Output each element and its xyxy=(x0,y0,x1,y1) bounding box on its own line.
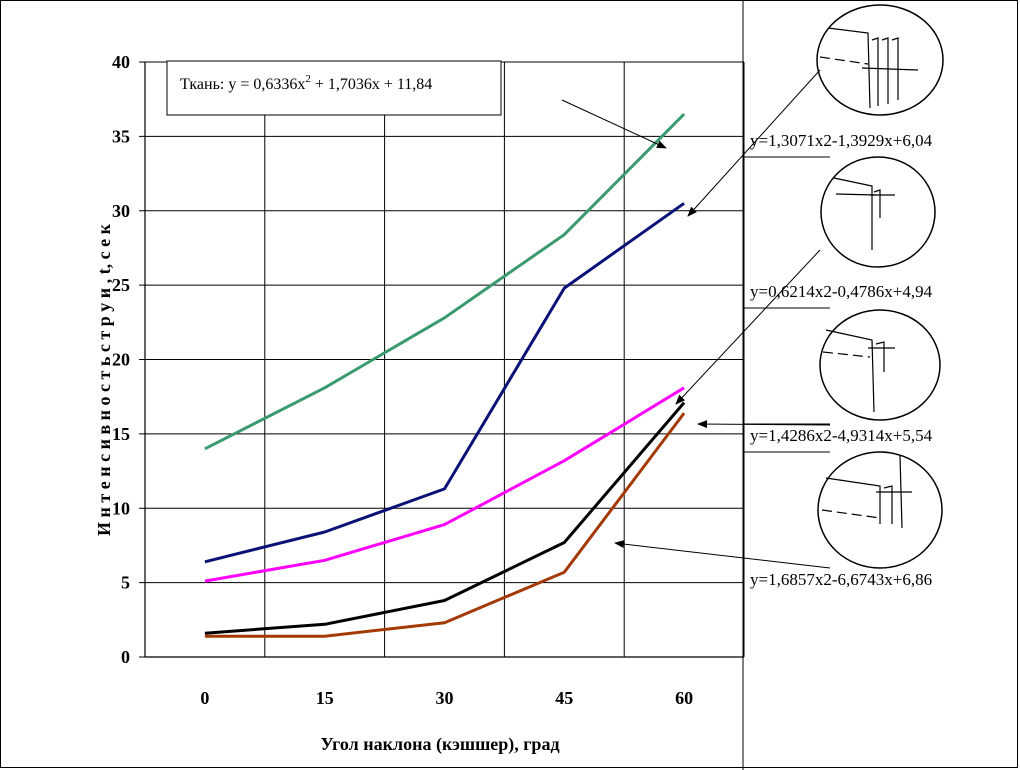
x-tick-label: 60 xyxy=(675,688,693,708)
legend-pointer-arrow xyxy=(561,99,667,149)
y-tick-label: 20 xyxy=(112,350,130,370)
series-lines xyxy=(204,113,686,638)
y-tick-label: 5 xyxy=(121,573,130,593)
series-line-4 xyxy=(204,401,686,635)
legend-border xyxy=(166,60,502,116)
legend-box: Ткань: y = 0,6336x2 + 1,7036x + 11,84 xyxy=(166,60,502,116)
equation-label-2: y=0,6214x2-0,4786x+4,94 xyxy=(750,282,933,301)
y-tick-label: 10 xyxy=(112,498,130,518)
x-tick-label: 15 xyxy=(316,688,334,708)
x-tick-labels: 0 15 30 45 60 xyxy=(200,688,693,708)
seam-illustration-1 xyxy=(816,4,944,116)
y-axis-title: И н т е н с и в н о с т ь с т р у и , t,… xyxy=(94,223,114,536)
seam-illustration-2 xyxy=(820,156,936,268)
y-tick-labels: 0 5 10 15 20 25 30 35 40 xyxy=(112,52,130,667)
seam-2-pointer-arrow xyxy=(675,249,821,405)
y-tick-label: 25 xyxy=(112,275,130,295)
grid-lines xyxy=(144,61,745,658)
series-line-5 xyxy=(204,412,686,638)
seam-4-pointer-arrow xyxy=(614,540,831,569)
seam-illustration-4 xyxy=(817,451,943,569)
seam-illustration-3 xyxy=(819,309,941,421)
seam-1-pointer-arrow xyxy=(687,69,821,217)
axes xyxy=(139,61,744,658)
x-tick-label: 0 xyxy=(200,688,209,708)
x-tick-label: 45 xyxy=(555,688,573,708)
y-tick-label: 40 xyxy=(112,52,130,72)
seam-3-pointer-arrow xyxy=(697,420,831,429)
y-tick-label: 0 xyxy=(121,647,130,667)
legend-equation: Ткань: y = 0,6336x2 + 1,7036x + 11,84 xyxy=(180,73,432,93)
equation-label-3: y=1,4286x2-4,9314x+5,54 xyxy=(750,426,933,445)
series-line-1 xyxy=(204,113,686,451)
y-tick-label: 15 xyxy=(112,424,130,444)
x-axis-title: Угол наклона (кэшшер), град xyxy=(320,734,559,755)
equation-label-1: y=1,3071x2-1,3929x+6,04 xyxy=(750,131,933,150)
equation-label-4: y=1,6857x2-6,6743x+6,86 xyxy=(750,570,932,589)
series-line-3 xyxy=(204,386,685,583)
x-tick-label: 30 xyxy=(436,688,454,708)
y-tick-label: 30 xyxy=(112,201,130,221)
series-line-2 xyxy=(204,202,685,564)
y-tick-label: 35 xyxy=(112,126,130,146)
